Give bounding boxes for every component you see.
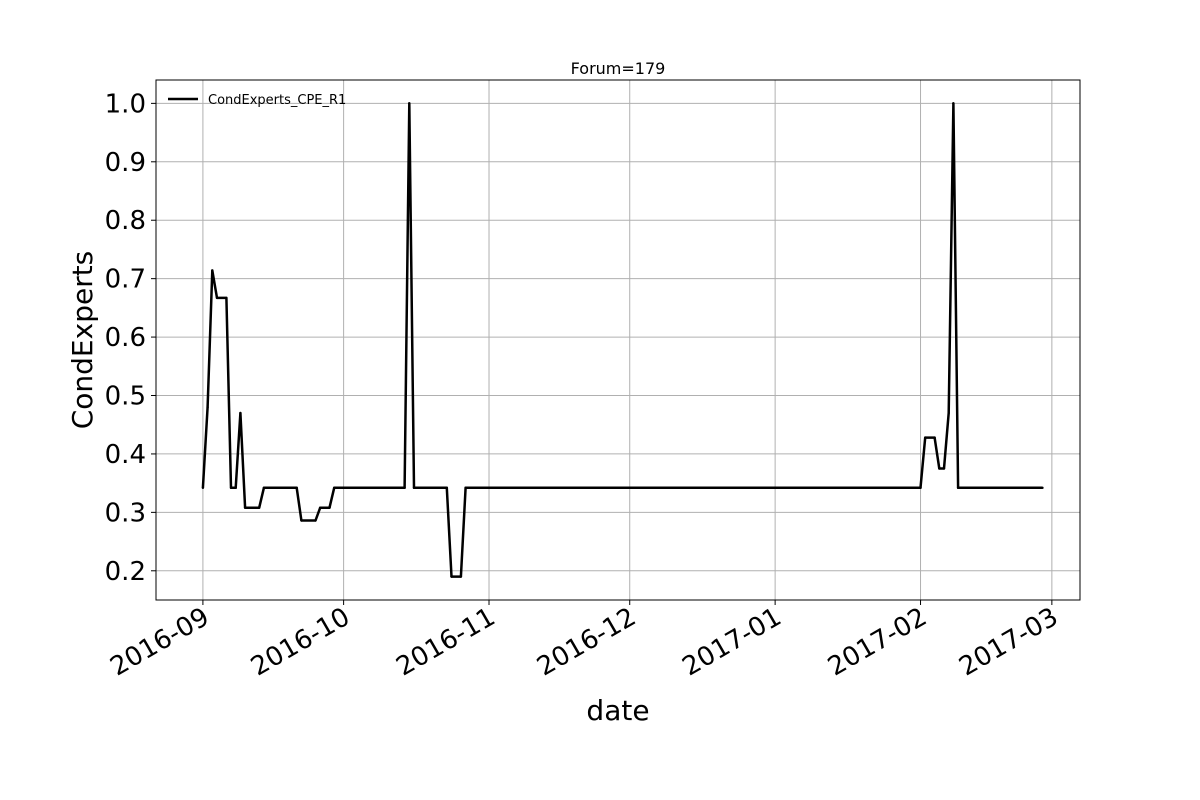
- data-point: [412, 486, 416, 490]
- data-point: [403, 486, 406, 490]
- chart-title: Forum=179: [571, 59, 666, 78]
- data-point: [229, 486, 233, 490]
- data-point: [234, 486, 237, 490]
- data-point: [328, 506, 331, 509]
- x-tick-label: 2016-12: [532, 602, 641, 682]
- data-point: [318, 506, 322, 509]
- data-point: [933, 436, 936, 439]
- data-point: [947, 411, 950, 415]
- data-point: [919, 486, 922, 490]
- y-tick-label: 0.5: [105, 382, 146, 412]
- y-tick-label: 0.4: [105, 440, 146, 470]
- y-tick-label: 0.6: [105, 323, 146, 353]
- data-point: [1041, 486, 1044, 490]
- data-point: [201, 486, 205, 490]
- data-point: [956, 486, 960, 490]
- axis-ticks: 0.2 0.3 0.4 0.5 0.6 0.7 0.8 0.9 1.0 2016-09 2016-1…: [105, 89, 1064, 682]
- x-tick-label: 2017-03: [954, 602, 1063, 682]
- y-tick-label: 0.8: [105, 206, 146, 236]
- data-point: [257, 506, 261, 509]
- data-point: [215, 296, 219, 300]
- data-point: [239, 411, 242, 415]
- x-tick-label: 2017-02: [823, 602, 932, 682]
- x-axis-label: date: [586, 694, 649, 727]
- series-layer: [201, 102, 1044, 578]
- legend: CondExperts_CPE_R1: [168, 93, 346, 108]
- data-point: [225, 296, 228, 300]
- data-point: [924, 436, 927, 439]
- data-point: [300, 519, 303, 522]
- legend-entry-label: CondExperts_CPE_R1: [208, 93, 346, 108]
- data-point: [262, 486, 266, 490]
- y-tick-label: 0.3: [105, 498, 146, 528]
- data-point: [450, 575, 453, 578]
- grid-lines: [156, 80, 1080, 600]
- series-line-0: [201, 102, 1043, 578]
- data-point: [408, 102, 411, 105]
- data-point: [295, 486, 298, 490]
- data-point: [445, 486, 449, 490]
- data-point: [459, 575, 463, 578]
- y-tick-label: 1.0: [105, 89, 146, 119]
- y-tick-label: 0.2: [105, 557, 146, 587]
- x-tick-label: 2016-10: [246, 602, 355, 682]
- x-tick-label: 2016-09: [105, 602, 214, 682]
- data-point: [952, 102, 955, 105]
- data-point: [942, 467, 946, 470]
- y-tick-label: 0.7: [105, 265, 146, 295]
- data-point: [211, 269, 214, 272]
- y-tick-label: 0.9: [105, 148, 146, 178]
- data-point: [314, 519, 317, 522]
- data-point: [206, 405, 209, 409]
- x-tick-label: 2016-11: [391, 602, 500, 682]
- data-point: [243, 506, 247, 509]
- data-point: [938, 467, 941, 470]
- x-tick-label: 2017-01: [678, 602, 787, 682]
- data-point: [333, 486, 336, 490]
- plot-area-frame: [155, 79, 1081, 601]
- data-point: [464, 486, 467, 490]
- y-axis-label: CondExperts: [66, 251, 99, 430]
